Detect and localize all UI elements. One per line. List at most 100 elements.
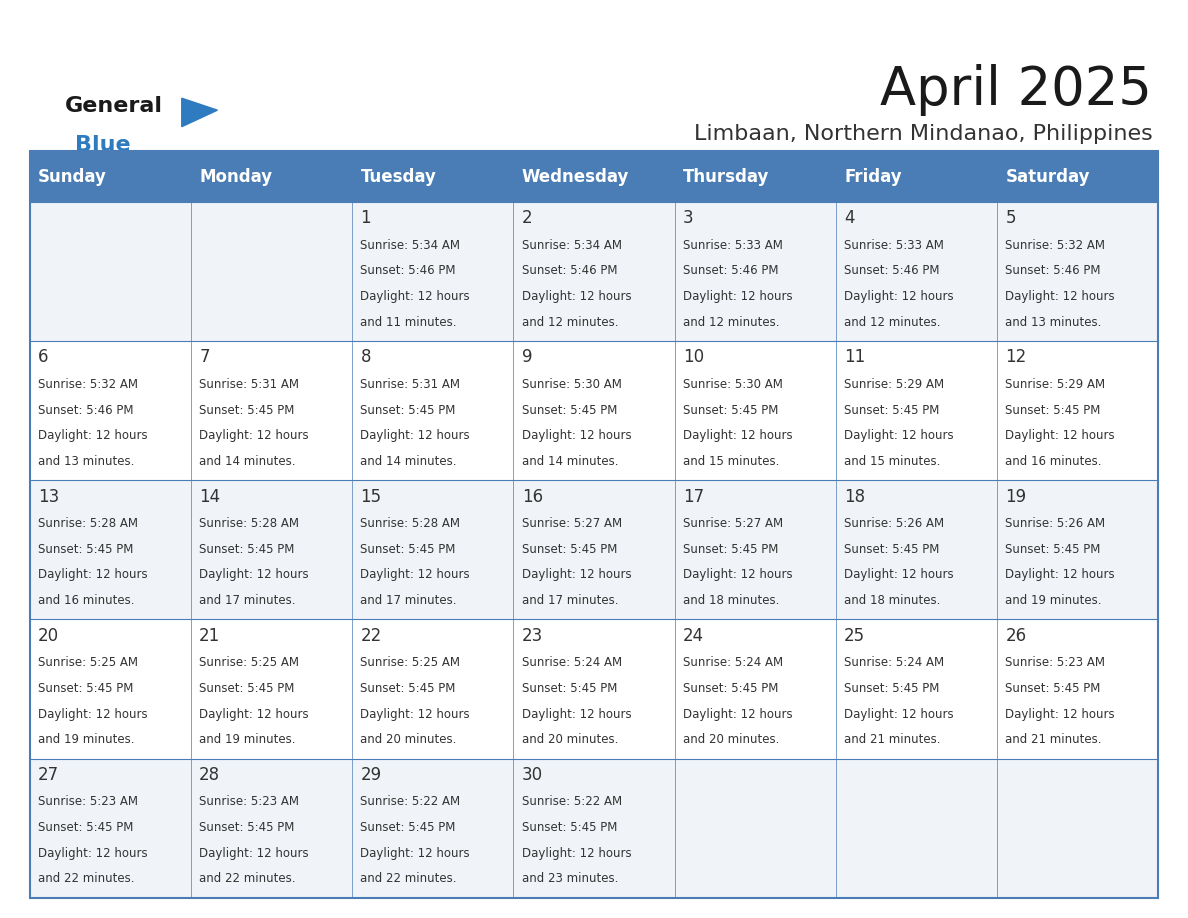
Text: Sunrise: 5:27 AM: Sunrise: 5:27 AM	[522, 517, 621, 530]
FancyBboxPatch shape	[191, 758, 352, 898]
Text: Sunset: 5:46 PM: Sunset: 5:46 PM	[1005, 264, 1101, 277]
Text: 1: 1	[360, 209, 371, 228]
Text: Sunrise: 5:30 AM: Sunrise: 5:30 AM	[683, 378, 783, 391]
Text: Sunset: 5:45 PM: Sunset: 5:45 PM	[360, 543, 456, 555]
Text: 25: 25	[845, 627, 865, 644]
Text: Sunset: 5:45 PM: Sunset: 5:45 PM	[845, 404, 940, 417]
Text: Daylight: 12 hours: Daylight: 12 hours	[683, 708, 792, 721]
Text: Daylight: 12 hours: Daylight: 12 hours	[38, 430, 147, 442]
Text: Daylight: 12 hours: Daylight: 12 hours	[1005, 568, 1116, 581]
Text: and 14 minutes.: and 14 minutes.	[360, 455, 457, 468]
Text: Sunrise: 5:23 AM: Sunrise: 5:23 AM	[200, 795, 299, 809]
Text: Saturday: Saturday	[1005, 168, 1089, 185]
Text: 4: 4	[845, 209, 854, 228]
Text: April 2025: April 2025	[880, 64, 1152, 117]
Text: Daylight: 12 hours: Daylight: 12 hours	[38, 708, 147, 721]
FancyBboxPatch shape	[675, 341, 836, 480]
Text: Daylight: 12 hours: Daylight: 12 hours	[200, 568, 309, 581]
Text: Sunset: 5:45 PM: Sunset: 5:45 PM	[522, 404, 617, 417]
Text: Sunrise: 5:32 AM: Sunrise: 5:32 AM	[1005, 239, 1105, 252]
Text: Sunrise: 5:28 AM: Sunrise: 5:28 AM	[360, 517, 461, 530]
Text: Sunset: 5:45 PM: Sunset: 5:45 PM	[38, 821, 133, 834]
Text: Thursday: Thursday	[683, 168, 770, 185]
Text: Wednesday: Wednesday	[522, 168, 630, 185]
FancyBboxPatch shape	[675, 758, 836, 898]
Text: Sunset: 5:45 PM: Sunset: 5:45 PM	[683, 543, 778, 555]
Text: 3: 3	[683, 209, 694, 228]
Text: Sunrise: 5:26 AM: Sunrise: 5:26 AM	[845, 517, 944, 530]
Text: Monday: Monday	[200, 168, 272, 185]
Text: Sunset: 5:45 PM: Sunset: 5:45 PM	[522, 543, 617, 555]
Text: and 19 minutes.: and 19 minutes.	[200, 733, 296, 746]
Text: Daylight: 12 hours: Daylight: 12 hours	[360, 568, 470, 581]
Text: Daylight: 12 hours: Daylight: 12 hours	[845, 708, 954, 721]
Text: 22: 22	[360, 627, 381, 644]
Text: Daylight: 12 hours: Daylight: 12 hours	[200, 846, 309, 860]
Text: Daylight: 12 hours: Daylight: 12 hours	[845, 568, 954, 581]
Text: and 17 minutes.: and 17 minutes.	[360, 594, 457, 607]
Text: General: General	[65, 96, 163, 117]
Text: Sunrise: 5:34 AM: Sunrise: 5:34 AM	[522, 239, 621, 252]
Text: and 13 minutes.: and 13 minutes.	[38, 455, 134, 468]
Text: Sunset: 5:45 PM: Sunset: 5:45 PM	[200, 821, 295, 834]
FancyBboxPatch shape	[675, 480, 836, 620]
FancyBboxPatch shape	[30, 758, 191, 898]
Text: Sunrise: 5:23 AM: Sunrise: 5:23 AM	[38, 795, 138, 809]
Text: 21: 21	[200, 627, 221, 644]
Text: Sunrise: 5:25 AM: Sunrise: 5:25 AM	[38, 656, 138, 669]
Text: Daylight: 12 hours: Daylight: 12 hours	[683, 290, 792, 303]
Text: Sunset: 5:45 PM: Sunset: 5:45 PM	[1005, 682, 1101, 695]
Text: and 12 minutes.: and 12 minutes.	[683, 316, 779, 329]
Text: Daylight: 12 hours: Daylight: 12 hours	[200, 708, 309, 721]
Text: and 16 minutes.: and 16 minutes.	[38, 594, 134, 607]
Text: 26: 26	[1005, 627, 1026, 644]
Text: Sunset: 5:45 PM: Sunset: 5:45 PM	[1005, 404, 1101, 417]
Text: Daylight: 12 hours: Daylight: 12 hours	[360, 430, 470, 442]
Text: and 12 minutes.: and 12 minutes.	[522, 316, 618, 329]
Text: Sunset: 5:45 PM: Sunset: 5:45 PM	[360, 821, 456, 834]
Text: Friday: Friday	[845, 168, 902, 185]
Text: and 21 minutes.: and 21 minutes.	[845, 733, 941, 746]
FancyBboxPatch shape	[997, 758, 1158, 898]
Text: 17: 17	[683, 487, 704, 506]
Text: 29: 29	[360, 766, 381, 784]
Text: Sunset: 5:45 PM: Sunset: 5:45 PM	[38, 682, 133, 695]
Text: and 15 minutes.: and 15 minutes.	[683, 455, 779, 468]
FancyBboxPatch shape	[997, 480, 1158, 620]
Text: Sunrise: 5:26 AM: Sunrise: 5:26 AM	[1005, 517, 1106, 530]
FancyBboxPatch shape	[836, 480, 997, 620]
FancyBboxPatch shape	[836, 202, 997, 341]
Text: Tuesday: Tuesday	[360, 168, 436, 185]
FancyBboxPatch shape	[191, 341, 352, 480]
FancyBboxPatch shape	[30, 202, 191, 341]
Text: Sunrise: 5:29 AM: Sunrise: 5:29 AM	[1005, 378, 1106, 391]
Text: Daylight: 12 hours: Daylight: 12 hours	[522, 568, 631, 581]
FancyBboxPatch shape	[997, 620, 1158, 758]
Text: and 16 minutes.: and 16 minutes.	[1005, 455, 1102, 468]
Text: Limbaan, Northern Mindanao, Philippines: Limbaan, Northern Mindanao, Philippines	[694, 124, 1152, 144]
FancyBboxPatch shape	[352, 202, 513, 341]
Text: Daylight: 12 hours: Daylight: 12 hours	[38, 568, 147, 581]
Text: and 14 minutes.: and 14 minutes.	[522, 455, 618, 468]
FancyBboxPatch shape	[30, 151, 1158, 202]
Text: Sunset: 5:45 PM: Sunset: 5:45 PM	[683, 682, 778, 695]
Text: Sunrise: 5:34 AM: Sunrise: 5:34 AM	[360, 239, 461, 252]
Text: Sunrise: 5:27 AM: Sunrise: 5:27 AM	[683, 517, 783, 530]
Text: and 18 minutes.: and 18 minutes.	[845, 594, 941, 607]
Text: Sunrise: 5:25 AM: Sunrise: 5:25 AM	[200, 656, 299, 669]
Text: Sunset: 5:46 PM: Sunset: 5:46 PM	[38, 404, 133, 417]
FancyBboxPatch shape	[513, 480, 675, 620]
Text: 24: 24	[683, 627, 704, 644]
FancyBboxPatch shape	[675, 202, 836, 341]
Text: Sunset: 5:45 PM: Sunset: 5:45 PM	[200, 404, 295, 417]
Text: 23: 23	[522, 627, 543, 644]
Text: and 13 minutes.: and 13 minutes.	[1005, 316, 1101, 329]
Text: and 20 minutes.: and 20 minutes.	[683, 733, 779, 746]
Text: Blue: Blue	[75, 135, 131, 155]
FancyBboxPatch shape	[836, 620, 997, 758]
Text: Sunset: 5:45 PM: Sunset: 5:45 PM	[1005, 543, 1101, 555]
Text: Daylight: 12 hours: Daylight: 12 hours	[845, 290, 954, 303]
Text: 18: 18	[845, 487, 865, 506]
Text: Sunset: 5:45 PM: Sunset: 5:45 PM	[38, 543, 133, 555]
Text: Sunrise: 5:24 AM: Sunrise: 5:24 AM	[683, 656, 783, 669]
